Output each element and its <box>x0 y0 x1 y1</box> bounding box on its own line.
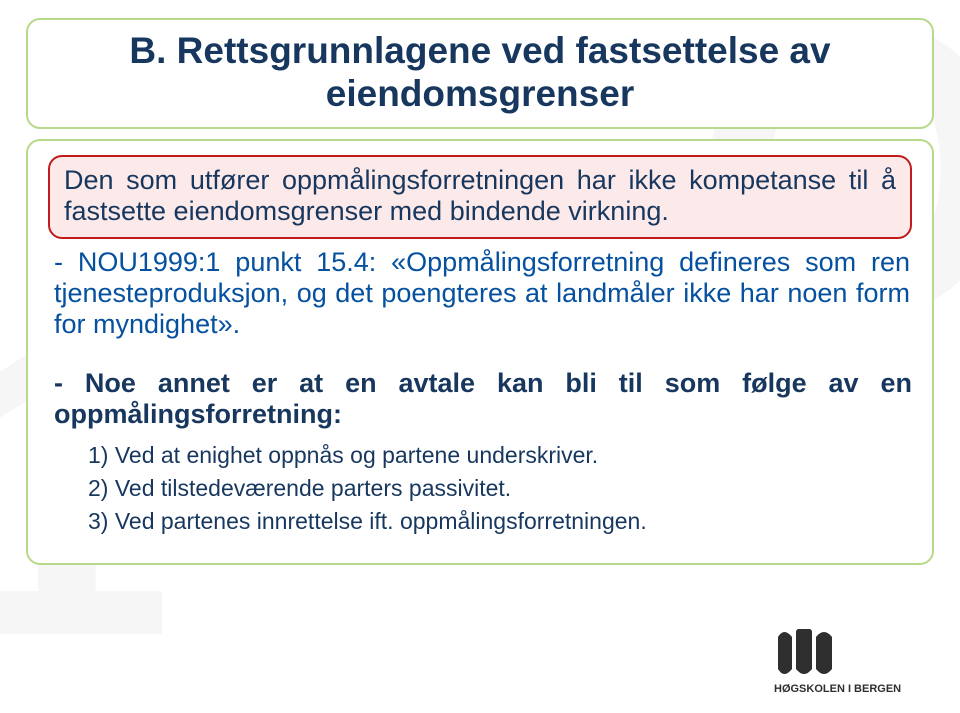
logo-text: HØGSKOLEN I BERGEN <box>774 683 901 695</box>
highlight-text: Den som utfører oppmålingsforretningen h… <box>64 165 896 226</box>
highlight-box: Den som utfører oppmålingsforretningen h… <box>48 155 912 239</box>
paragraph-2-text: - Noe annet er at en avtale kan bli til … <box>54 368 912 429</box>
hib-logo: HØGSKOLEN I BERGEN <box>774 629 934 699</box>
sub-list: 1) Ved at enighet oppnås og partene unde… <box>48 436 912 545</box>
sub-item-1: 1) Ved at enighet oppnås og partene unde… <box>88 442 904 469</box>
slide: B. Rettsgrunnlagene ved fastsettelse av … <box>0 0 960 713</box>
sub-item-2: 2) Ved tilstedeværende parters passivite… <box>88 475 904 502</box>
sub-item-3: 3) Ved partenes innrettelse ift. oppmåli… <box>88 508 904 535</box>
paragraph-2: - Noe annet er at en avtale kan bli til … <box>54 368 912 430</box>
content-box: Den som utfører oppmålingsforretningen h… <box>26 139 934 565</box>
slide-title: B. Rettsgrunnlagene ved fastsettelse av … <box>129 30 830 114</box>
quote-text: - NOU1999:1 punkt 15.4: «Oppmålingsforre… <box>54 247 910 339</box>
quote-line: - NOU1999:1 punkt 15.4: «Oppmålingsforre… <box>48 247 912 340</box>
slide-title-box: B. Rettsgrunnlagene ved fastsettelse av … <box>26 18 934 129</box>
